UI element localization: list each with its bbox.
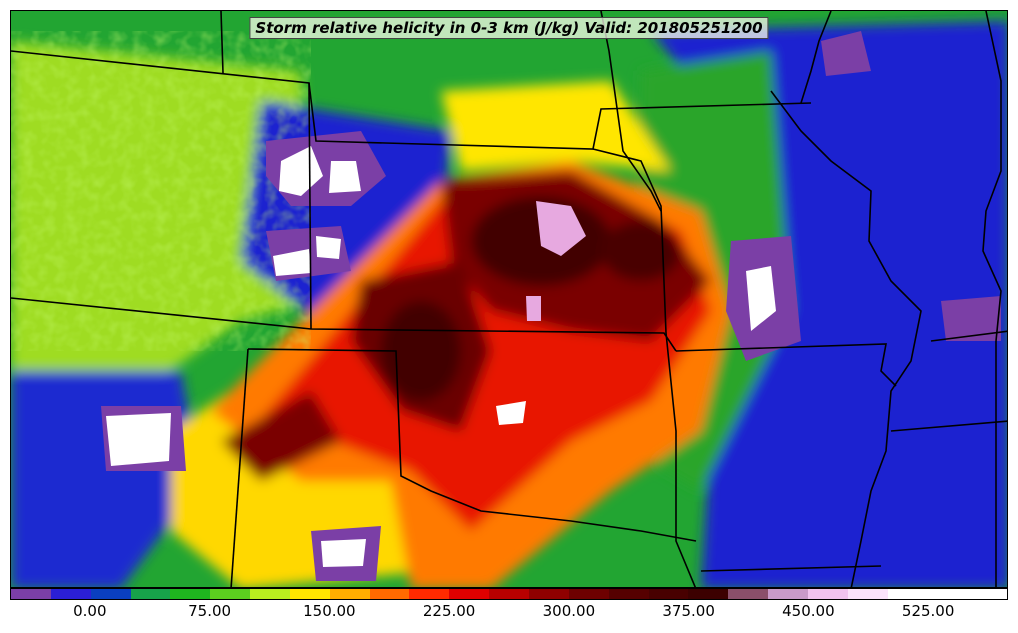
colorbar-segment bbox=[688, 589, 729, 599]
colorbar-segment bbox=[927, 589, 968, 599]
colorbar-segment bbox=[130, 589, 171, 599]
colorbar-segment bbox=[170, 589, 211, 599]
darkest-core-2 bbox=[381, 301, 461, 401]
colorbar-segment bbox=[50, 589, 91, 599]
colorbar-tick-label: 0.00 bbox=[73, 602, 107, 620]
pink-core bbox=[536, 201, 586, 256]
colorbar-segment bbox=[11, 589, 51, 599]
white-pocket bbox=[496, 401, 526, 425]
boundary-line bbox=[11, 50, 812, 150]
colorbar bbox=[10, 588, 1008, 600]
colorbar-segment bbox=[90, 589, 131, 599]
boundary-line bbox=[308, 82, 312, 330]
yellow-belt-north bbox=[441, 81, 671, 171]
colorbar-segment bbox=[289, 589, 330, 599]
boundary-line bbox=[890, 420, 1007, 432]
maroon-arm-sw bbox=[221, 391, 341, 481]
pink-core bbox=[526, 296, 541, 321]
colorbar-segment bbox=[210, 589, 251, 599]
colorbar-segment bbox=[489, 589, 529, 599]
river-boundary bbox=[600, 11, 662, 212]
white-pocket bbox=[746, 266, 776, 331]
white-pocket bbox=[329, 161, 361, 193]
purple-pockets bbox=[101, 31, 1001, 581]
colorbar-tick-label: 225.00 bbox=[422, 602, 476, 620]
colorbar-segment bbox=[528, 589, 569, 599]
colorbar-segment bbox=[967, 589, 1008, 599]
map-title: Storm relative helicity in 0-3 km (J/kg)… bbox=[249, 17, 769, 39]
colorbar-segment bbox=[329, 589, 370, 599]
boundary-line bbox=[700, 565, 882, 572]
colorbar-segment bbox=[887, 589, 928, 599]
white-pocket bbox=[279, 146, 323, 196]
river-boundary bbox=[800, 11, 832, 104]
map-frame: Storm relative helicity in 0-3 km (J/kg)… bbox=[10, 10, 1008, 588]
colorbar-segment bbox=[648, 589, 689, 599]
colorbar-segment bbox=[728, 589, 769, 599]
colorbar-tick-label: 75.00 bbox=[188, 602, 232, 620]
white-pocket bbox=[321, 539, 366, 567]
helicity-map bbox=[11, 11, 1007, 587]
colorbar-segment bbox=[409, 589, 450, 599]
colorbar-ticks: 0.00 75.00 150.00 225.00 300.00 375.00 450.00 5… bbox=[10, 600, 1008, 630]
boundary-line bbox=[930, 330, 1007, 342]
boundary-line bbox=[592, 148, 697, 587]
colorbar-segment bbox=[608, 589, 649, 599]
white-pocket bbox=[316, 236, 341, 259]
darkest-core-3 bbox=[601, 221, 681, 281]
white-pocket bbox=[106, 413, 171, 466]
boundary-line bbox=[220, 11, 224, 74]
colorbar-tick-label: 375.00 bbox=[662, 602, 715, 620]
purple-pocket bbox=[941, 296, 1001, 341]
colorbar-tick-label: 300.00 bbox=[542, 602, 596, 620]
white-pocket bbox=[273, 249, 311, 276]
colorbar-segment bbox=[807, 589, 848, 599]
colorbar-tick-label: 525.00 bbox=[901, 602, 955, 620]
boundary-line bbox=[11, 297, 677, 352]
river-boundary bbox=[770, 90, 922, 587]
river-boundary bbox=[982, 11, 1002, 342]
boundary-line bbox=[675, 343, 897, 387]
colorbar-segment bbox=[568, 589, 609, 599]
colorbar-segment bbox=[369, 589, 410, 599]
colorbar-segment bbox=[250, 589, 290, 599]
colorbar-tick-label: 450.00 bbox=[782, 602, 835, 620]
state-boundaries bbox=[11, 11, 1007, 587]
purple-pocket bbox=[821, 31, 871, 76]
boundary-line bbox=[230, 348, 249, 587]
speckle-texture bbox=[11, 31, 311, 351]
colorbar-segment bbox=[847, 589, 888, 599]
colorbar-tick-label: 150.00 bbox=[303, 602, 356, 620]
colorbar-segment bbox=[449, 589, 490, 599]
colorbar-segment bbox=[768, 589, 808, 599]
boundary-line bbox=[247, 348, 697, 542]
